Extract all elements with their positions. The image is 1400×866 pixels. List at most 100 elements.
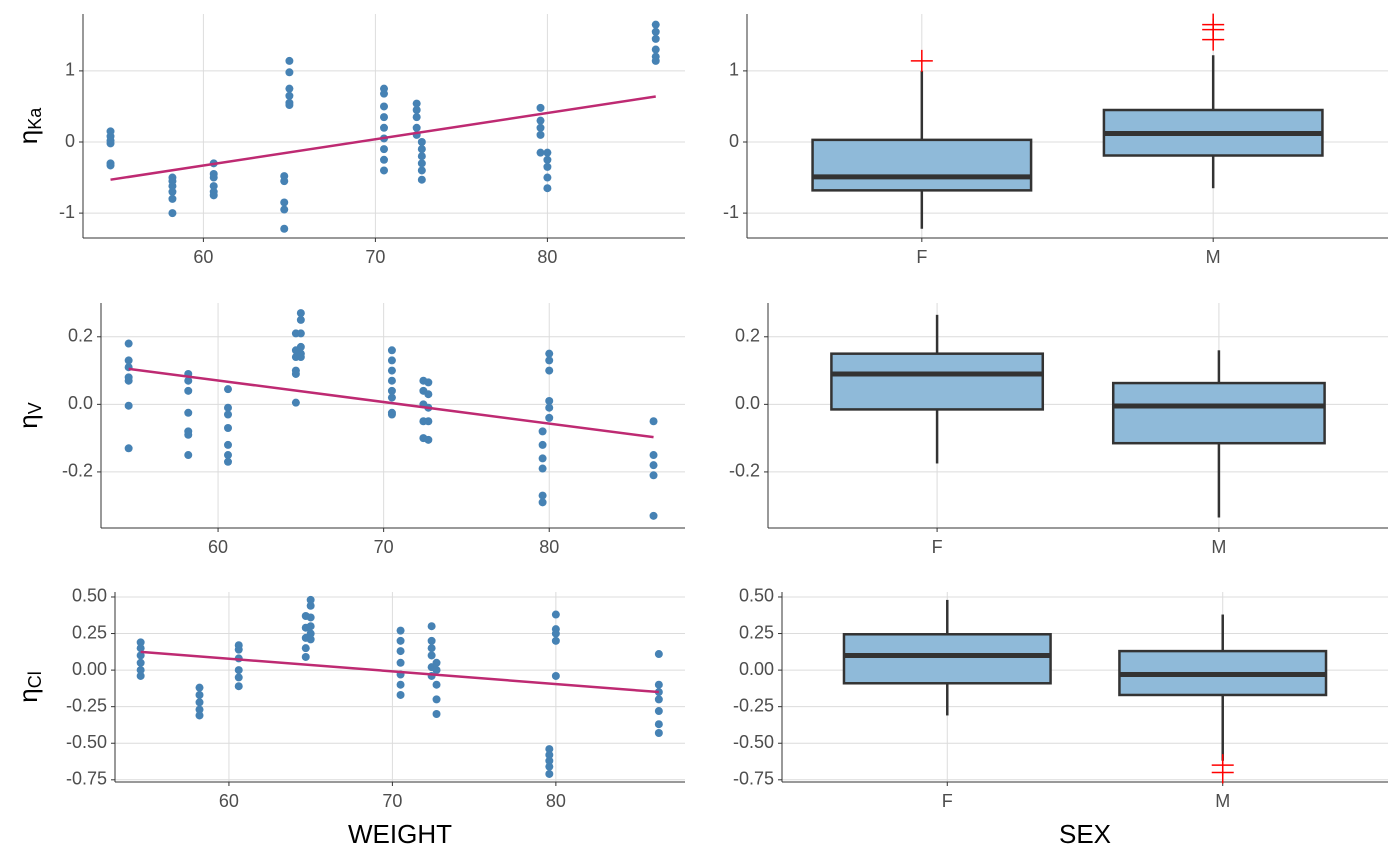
point <box>538 427 547 436</box>
fit-line <box>110 95 656 181</box>
y-tick-label: -0.50 <box>66 732 107 752</box>
point <box>538 440 547 449</box>
point <box>136 651 145 660</box>
point <box>184 386 193 395</box>
point <box>285 84 294 93</box>
point <box>296 309 305 318</box>
point <box>306 601 315 610</box>
fit-line <box>140 650 659 694</box>
point <box>545 762 554 771</box>
point <box>280 177 289 186</box>
x-tick-label: F <box>916 247 927 267</box>
y-axis-title: ηKa <box>13 107 45 144</box>
point <box>536 116 545 125</box>
y-axis-title: ηCl <box>13 671 45 702</box>
point <box>296 353 305 362</box>
point <box>301 644 310 653</box>
point <box>651 45 660 54</box>
point <box>380 145 388 154</box>
point <box>195 711 204 720</box>
point <box>296 329 305 338</box>
point <box>306 613 315 622</box>
point <box>136 658 145 667</box>
point <box>136 638 145 647</box>
point <box>136 671 145 680</box>
point <box>396 690 405 699</box>
point <box>427 622 436 631</box>
outlier <box>1211 761 1234 784</box>
point <box>538 464 547 473</box>
point <box>551 636 560 645</box>
panel: -0.2 0.0 0.2 60 70 80 ηV <box>13 303 685 557</box>
point <box>432 680 441 689</box>
y-tick-label: 1 <box>65 60 75 80</box>
point <box>649 471 658 480</box>
point <box>396 680 405 689</box>
point <box>296 315 305 324</box>
point <box>417 145 426 154</box>
point <box>417 138 426 146</box>
box <box>1111 381 1326 445</box>
point <box>380 89 388 98</box>
x-tick-label: M <box>1215 791 1230 811</box>
y-tick-label: 0 <box>65 131 75 151</box>
point <box>649 511 658 520</box>
point <box>417 152 426 161</box>
point <box>396 658 405 667</box>
point <box>545 366 554 375</box>
box <box>830 352 1045 411</box>
point <box>545 756 554 765</box>
point <box>285 91 294 100</box>
x-tick-label: 80 <box>546 791 566 811</box>
y-tick-label: -0.2 <box>729 461 760 481</box>
y-tick-label: 0.2 <box>68 326 93 346</box>
point <box>124 339 133 348</box>
point <box>396 626 405 635</box>
point <box>432 658 441 667</box>
point <box>396 636 405 645</box>
box <box>811 138 1033 192</box>
point <box>651 34 660 43</box>
point <box>301 652 310 661</box>
point <box>380 123 388 132</box>
point <box>209 191 218 200</box>
y-tick-label: -1 <box>59 202 75 222</box>
point <box>106 161 115 170</box>
point <box>551 629 560 638</box>
point <box>223 385 232 394</box>
point <box>380 155 388 164</box>
point <box>424 435 433 444</box>
point <box>168 187 177 196</box>
x-tick-label: M <box>1206 247 1221 267</box>
point <box>536 123 545 132</box>
x-tick-label: 60 <box>219 791 239 811</box>
point <box>291 398 300 407</box>
y-tick-label: -0.50 <box>733 732 774 752</box>
point <box>306 629 315 638</box>
panel: -0.75 -0.50 -0.25 0.00 0.25 0.50 F M SEX <box>733 586 1388 849</box>
x-tick-label: 70 <box>374 537 394 557</box>
point <box>432 666 441 675</box>
point <box>209 173 218 182</box>
point <box>545 356 554 365</box>
point <box>234 682 243 691</box>
point <box>280 224 289 233</box>
point <box>195 698 204 707</box>
point <box>543 162 552 171</box>
point <box>654 650 663 659</box>
outlier <box>910 49 933 72</box>
point <box>223 424 232 432</box>
point <box>545 413 554 422</box>
point <box>124 401 133 410</box>
point <box>380 113 388 122</box>
point <box>543 184 552 193</box>
point <box>654 707 663 716</box>
point <box>234 645 243 654</box>
point <box>536 130 545 139</box>
point <box>427 636 436 645</box>
y-tick-label: -0.25 <box>66 695 107 715</box>
x-tick-label: F <box>942 791 953 811</box>
point <box>168 209 177 218</box>
y-tick-label: 0.0 <box>68 393 93 413</box>
point <box>380 166 388 175</box>
